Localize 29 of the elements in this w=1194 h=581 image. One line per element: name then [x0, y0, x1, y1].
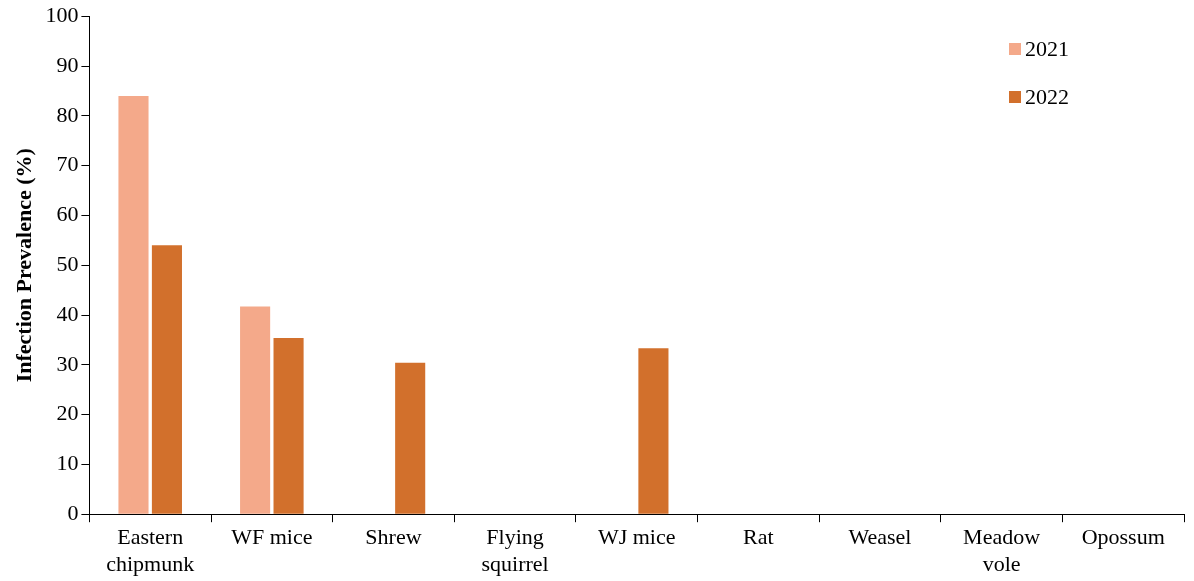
y-tick-label: 20 [56, 400, 79, 426]
x-tick-label: Eastern chipmunk [106, 524, 195, 576]
y-tick-label: 50 [56, 250, 79, 276]
x-tick-label: Flying squirrel [481, 524, 549, 576]
y-axis-title: Infection Prevalence (%) [10, 148, 36, 383]
bar [118, 95, 149, 514]
y-tick-label: 80 [56, 101, 79, 127]
y-tick-label: 30 [56, 350, 79, 376]
y-tick-label: 70 [56, 151, 79, 177]
y-tick-label: 10 [56, 450, 79, 476]
bar [240, 306, 271, 514]
y-tick-label: 0 [67, 499, 79, 525]
legend-label: 2022 [1025, 84, 1069, 111]
x-tick-label: Rat [743, 524, 774, 550]
y-tick-label: 100 [45, 1, 79, 27]
bar [638, 348, 669, 514]
y-tick-label: 40 [56, 300, 79, 326]
x-tick-label: Shrew [365, 524, 422, 550]
x-tick-label: WJ mice [597, 524, 676, 550]
legend-label: 2021 [1025, 36, 1069, 63]
bar [151, 245, 182, 514]
y-tick-label: 60 [56, 201, 79, 227]
x-tick-label: WF mice [231, 524, 313, 550]
y-tick-label: 90 [56, 51, 79, 77]
x-tick-label: Opossum [1081, 524, 1165, 550]
bar [395, 362, 426, 514]
bar [273, 337, 304, 514]
x-tick-label: Weasel [848, 524, 912, 550]
x-tick-label: Meadow vole [963, 524, 1041, 576]
